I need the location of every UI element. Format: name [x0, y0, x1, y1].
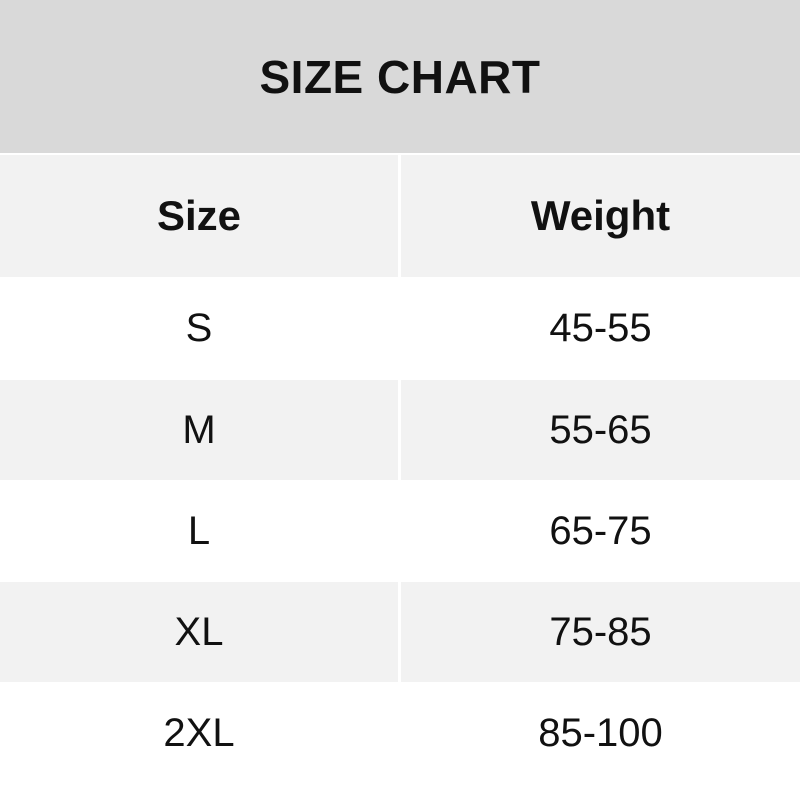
- header-size: Size: [0, 155, 398, 277]
- size-cell: XL: [0, 582, 398, 682]
- table-row: 2XL 85-100: [0, 682, 800, 785]
- weight-cell: 85-100: [538, 711, 663, 755]
- table-row: S 45-55: [0, 277, 800, 380]
- weight-cell: 65-75: [549, 508, 652, 553]
- header-weight: Weight: [401, 155, 800, 277]
- size-cell: S: [185, 306, 213, 350]
- size-cell: M: [0, 380, 398, 480]
- size-cell: 2XL: [163, 711, 235, 755]
- weight-cell: 75-85: [401, 582, 800, 682]
- table-row: M 55-65: [0, 380, 800, 480]
- size-cell: L: [187, 508, 211, 553]
- size-chart-title: SIZE CHART: [0, 0, 800, 153]
- table-header: Size Weight: [0, 155, 800, 277]
- table-row: L 65-75: [0, 480, 800, 582]
- weight-cell: 45-55: [549, 306, 652, 350]
- table-row: XL 75-85: [0, 582, 800, 682]
- weight-cell: 55-65: [401, 380, 800, 480]
